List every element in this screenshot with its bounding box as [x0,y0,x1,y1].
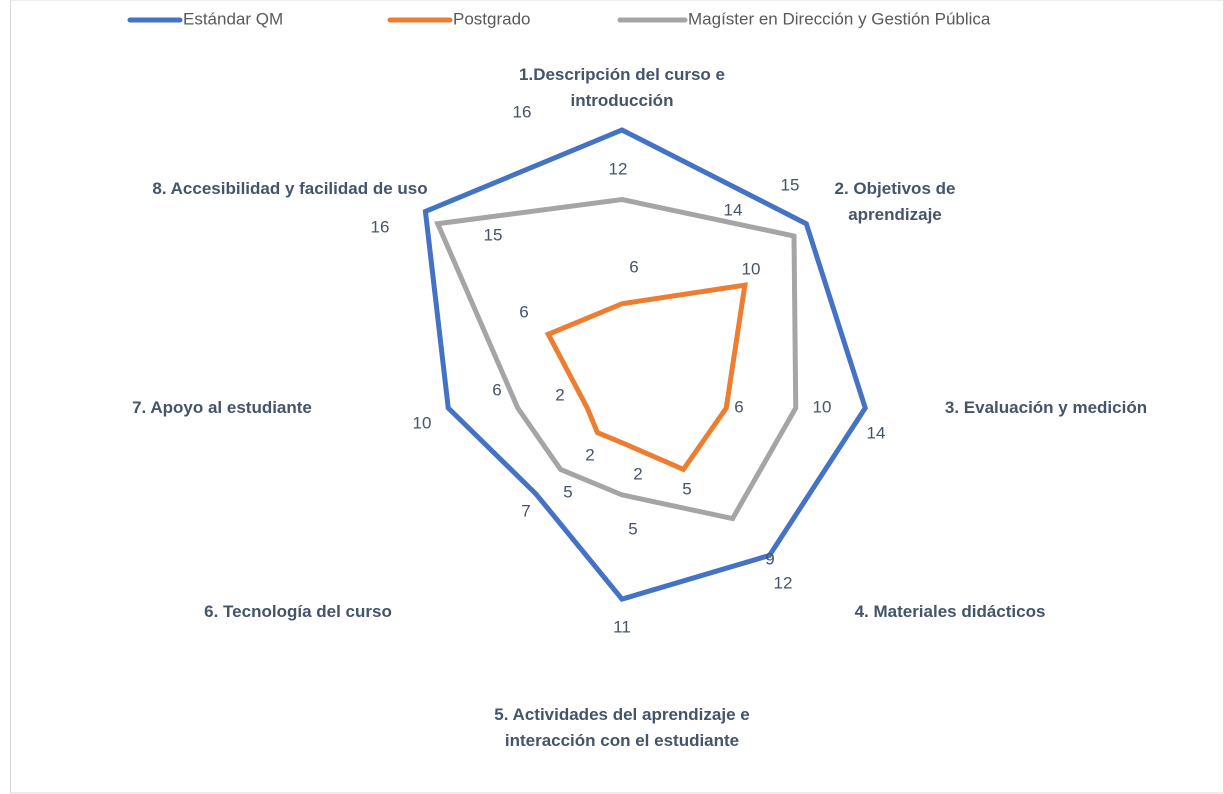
data-label: 2 [555,385,564,404]
legend-label: Magíster en Dirección y Gestión Pública [688,9,991,28]
data-label: 15 [484,225,503,244]
series-line [434,196,799,522]
category-label: 8. Accesibilidad y facilidad de uso [152,179,428,198]
data-label: 14 [867,423,886,442]
data-label: 16 [371,217,390,236]
data-label: 5 [628,519,637,538]
data-label: 12 [609,159,628,178]
series-line [422,127,868,602]
data-label: 7 [521,501,530,520]
data-label: 6 [519,302,528,321]
data-label: 12 [774,573,793,592]
data-label: 14 [724,200,743,219]
data-label: 9 [765,549,774,568]
data-label: 6 [492,380,501,399]
data-label: 5 [682,479,691,498]
data-label: 6 [629,257,638,276]
data-label: 6 [734,397,743,416]
data-label: 10 [413,413,432,432]
data-label: 10 [742,259,761,278]
legend-label: Postgrado [453,9,531,28]
category-label: 4. Materiales didácticos [854,602,1046,621]
data-label: 5 [563,482,572,501]
category-label: 3. Evaluación y medición [944,398,1148,417]
data-label: 10 [813,397,832,416]
data-label: 2 [633,464,642,483]
category-label: 6. Tecnología del curso [204,602,392,621]
data-label: 15 [781,175,800,194]
series-line [544,282,748,473]
data-label: 16 [513,102,532,121]
category-label: 7. Apoyo al estudiante [132,398,312,417]
legend-label: Estándar QM [183,9,283,28]
data-label: 2 [585,445,594,464]
category-label: 1.Descripción del curso e introducción [519,65,725,110]
category-label: 5. Actividades del aprendizaje e interac… [494,705,750,750]
data-label: 11 [613,617,631,636]
category-label: 2. Objetivos de aprendizaje [834,179,956,224]
